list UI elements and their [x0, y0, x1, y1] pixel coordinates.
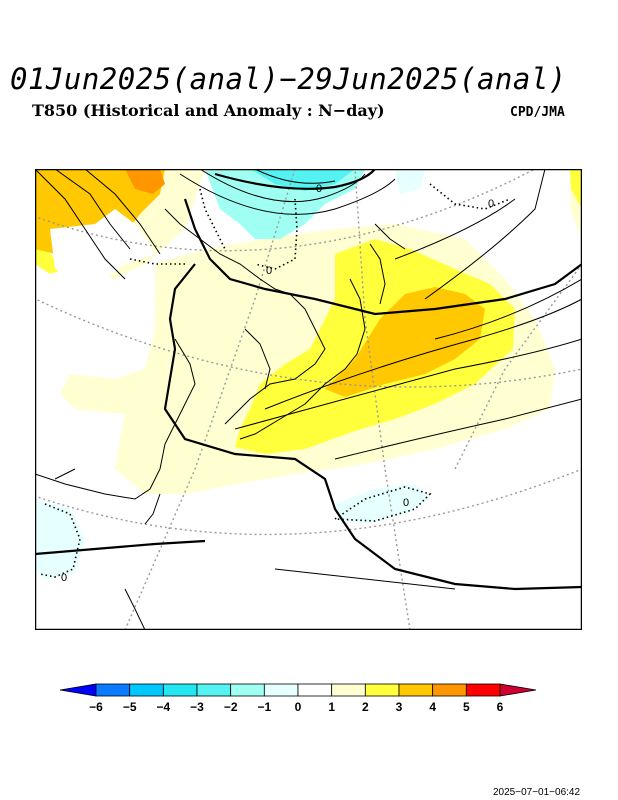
colorbar-label: −4: [156, 700, 171, 714]
contour-label: 0: [61, 572, 67, 584]
contour-label: 0: [266, 265, 272, 277]
colorbar-right-arrow: [499, 683, 537, 697]
colorbar-swatch: [465, 683, 501, 697]
chart-title: 01Jun2025(anal)−29Jun2025(anal): [10, 62, 567, 96]
graticule: [35, 169, 582, 630]
colorbar-swatch: [162, 683, 198, 697]
colorbar: [59, 680, 540, 720]
anomaly-map: 0 0 0 0 0: [35, 169, 582, 630]
timestamp: 2025−07−01−06:42: [493, 787, 581, 798]
anomaly-fill-3to4: [325, 287, 485, 397]
contour-label: 0: [488, 198, 494, 210]
colorbar-label: 1: [328, 700, 335, 714]
contour-label: 0: [316, 183, 322, 195]
colorbar-label: 5: [462, 700, 470, 714]
colorbar-label: −6: [89, 700, 103, 714]
colorbar-swatch: [297, 683, 333, 697]
colorbar-swatch: [331, 683, 366, 697]
colorbar-swatch: [263, 683, 299, 697]
colorbar-label: −2: [223, 700, 238, 714]
contour-label: 0: [403, 497, 409, 509]
zero-contours: [35, 169, 582, 591]
chart-subtitle: T850 (Historical and Anomaly : N−day): [32, 101, 385, 120]
coastlines: [35, 208, 406, 630]
colorbar-label: −3: [190, 700, 204, 714]
colorbar-swatch: [364, 683, 400, 697]
colorbar-label: −5: [122, 700, 137, 714]
anomaly-fill-neg: [205, 169, 365, 239]
colorbar-label: 3: [395, 700, 403, 714]
colorbar-label: 0: [294, 700, 302, 714]
colorbar-swatch: [129, 683, 164, 697]
colorbar-swatch: [398, 683, 434, 697]
colorbar-left-arrow: [59, 683, 97, 697]
contour-lines: [35, 169, 582, 590]
colorbar-swatch: [95, 683, 131, 697]
dotted-contours: [39, 183, 511, 578]
colorbar-label: −1: [257, 700, 272, 714]
colorbar-label: 4: [429, 700, 436, 714]
colorbar-label: 2: [361, 700, 369, 714]
credit-label: CPD/JMA: [510, 105, 565, 120]
colorbar-swatch: [230, 683, 265, 697]
colorbar-swatch: [432, 683, 467, 697]
map-frame: [35, 169, 582, 630]
colorbar-swatch: [196, 683, 232, 697]
colorbar-label: 6: [496, 700, 504, 714]
